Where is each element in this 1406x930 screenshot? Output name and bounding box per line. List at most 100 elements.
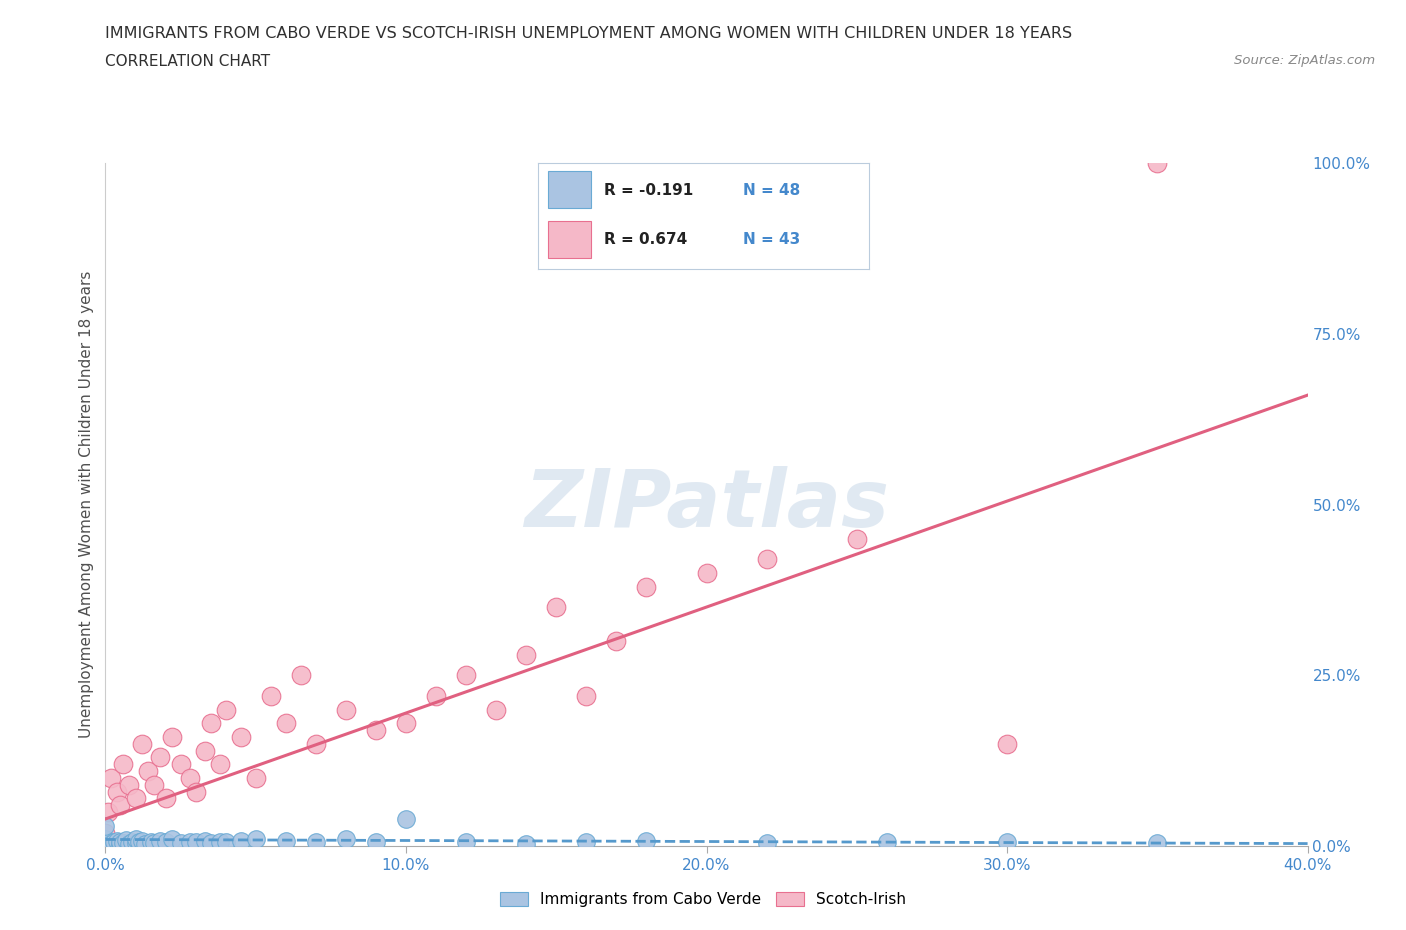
- Text: ZIPatlas: ZIPatlas: [524, 466, 889, 543]
- Point: [696, 565, 718, 580]
- Point: [121, 835, 143, 850]
- Point: [148, 833, 170, 848]
- Point: [124, 791, 146, 806]
- Text: R = 0.674: R = 0.674: [605, 232, 688, 246]
- Point: [169, 757, 191, 772]
- Point: [134, 836, 156, 851]
- Point: [305, 737, 328, 751]
- Point: [876, 834, 898, 849]
- Point: [395, 812, 418, 827]
- Point: [995, 835, 1018, 850]
- Point: [515, 836, 537, 851]
- Point: [139, 834, 162, 849]
- Point: [148, 750, 170, 764]
- Point: [200, 716, 222, 731]
- Point: [115, 832, 138, 847]
- Point: [136, 764, 159, 778]
- Point: [755, 835, 778, 850]
- Point: [208, 757, 231, 772]
- Point: [124, 832, 146, 847]
- Point: [845, 531, 868, 546]
- Text: CORRELATION CHART: CORRELATION CHART: [105, 54, 270, 69]
- Point: [260, 688, 283, 703]
- Point: [454, 668, 477, 683]
- Point: [515, 647, 537, 662]
- Point: [425, 688, 447, 703]
- Point: [160, 729, 183, 744]
- Point: [110, 798, 132, 813]
- Point: [184, 784, 207, 799]
- Bar: [548, 221, 591, 259]
- Point: [214, 702, 236, 717]
- Point: [229, 833, 252, 848]
- Point: [364, 834, 387, 849]
- Point: [142, 777, 165, 792]
- Point: [194, 743, 217, 758]
- Point: [94, 835, 117, 850]
- Point: [94, 825, 117, 840]
- Point: [131, 833, 153, 848]
- Point: [755, 551, 778, 566]
- Point: [107, 784, 129, 799]
- Point: [575, 688, 598, 703]
- Point: [1146, 835, 1168, 850]
- Point: [194, 833, 217, 848]
- Text: R = -0.191: R = -0.191: [605, 183, 693, 198]
- Point: [155, 835, 177, 850]
- Text: N = 43: N = 43: [744, 232, 800, 246]
- Point: [169, 835, 191, 850]
- Point: [131, 737, 153, 751]
- Point: [290, 668, 312, 683]
- Point: [364, 723, 387, 737]
- Point: [155, 791, 177, 806]
- Point: [124, 835, 146, 850]
- Text: Source: ZipAtlas.com: Source: ZipAtlas.com: [1234, 54, 1375, 67]
- Point: [454, 835, 477, 850]
- Text: IMMIGRANTS FROM CABO VERDE VS SCOTCH-IRISH UNEMPLOYMENT AMONG WOMEN WITH CHILDRE: IMMIGRANTS FROM CABO VERDE VS SCOTCH-IRI…: [105, 26, 1073, 41]
- Point: [160, 832, 183, 847]
- Point: [245, 770, 267, 785]
- Point: [179, 834, 201, 849]
- Point: [395, 716, 418, 731]
- Point: [97, 804, 120, 819]
- Point: [636, 833, 658, 848]
- Point: [128, 835, 150, 850]
- Point: [112, 835, 135, 850]
- Point: [112, 757, 135, 772]
- Point: [94, 832, 117, 847]
- Point: [605, 634, 627, 649]
- Legend: Immigrants from Cabo Verde, Scotch-Irish: Immigrants from Cabo Verde, Scotch-Irish: [494, 885, 912, 913]
- Point: [118, 836, 141, 851]
- Point: [110, 837, 132, 852]
- Point: [184, 835, 207, 850]
- Point: [636, 579, 658, 594]
- Point: [1146, 155, 1168, 170]
- Point: [179, 770, 201, 785]
- Point: [107, 833, 129, 848]
- Point: [575, 835, 598, 850]
- Point: [274, 716, 297, 731]
- Point: [100, 770, 122, 785]
- Bar: [548, 171, 591, 208]
- Point: [214, 835, 236, 850]
- Point: [94, 836, 117, 851]
- Point: [142, 835, 165, 850]
- Point: [274, 833, 297, 848]
- Point: [100, 836, 122, 851]
- Point: [103, 835, 125, 850]
- Point: [335, 702, 357, 717]
- Point: [110, 834, 132, 849]
- Point: [335, 832, 357, 847]
- Point: [229, 729, 252, 744]
- Point: [118, 777, 141, 792]
- Point: [245, 832, 267, 847]
- Point: [995, 737, 1018, 751]
- Point: [485, 702, 508, 717]
- Point: [208, 834, 231, 849]
- Text: N = 48: N = 48: [744, 183, 800, 198]
- Point: [200, 835, 222, 850]
- Point: [305, 835, 328, 850]
- Point: [94, 838, 117, 853]
- Point: [546, 600, 568, 615]
- Point: [94, 818, 117, 833]
